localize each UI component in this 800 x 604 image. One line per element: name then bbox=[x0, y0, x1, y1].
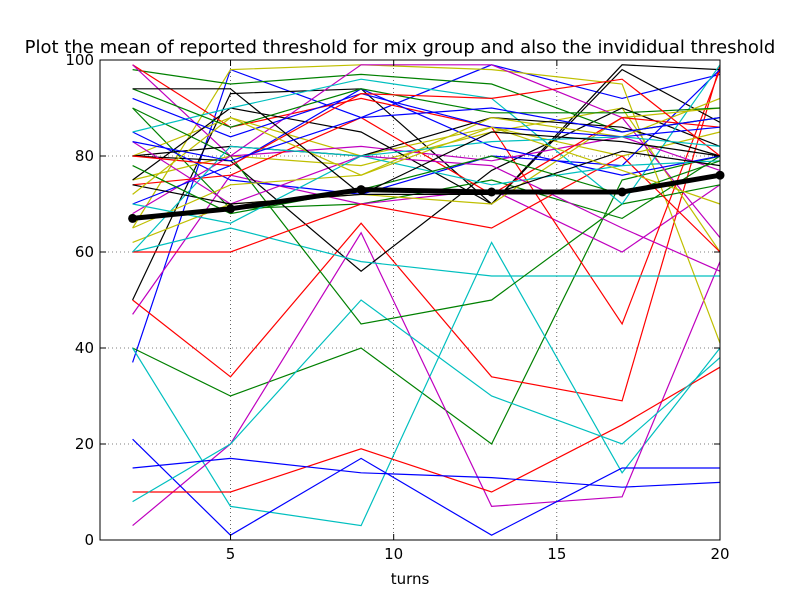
series-line-4 bbox=[132, 241, 721, 527]
series-line-15 bbox=[132, 457, 721, 488]
series-line-33 bbox=[132, 141, 721, 272]
series-line-35 bbox=[132, 150, 721, 205]
mean-point bbox=[617, 187, 627, 197]
series-line-18 bbox=[132, 227, 720, 277]
mean-point bbox=[487, 187, 497, 197]
y-tick-label: 80 bbox=[75, 147, 94, 165]
x-tick-label: 15 bbox=[547, 545, 566, 563]
series-line-20 bbox=[132, 116, 721, 157]
series-line-19 bbox=[132, 64, 721, 238]
series-line-28 bbox=[132, 116, 721, 157]
series-line-25 bbox=[132, 64, 721, 205]
mean-point bbox=[356, 185, 366, 195]
tick-labels: 5 10 15 20 0 20 40 60 80 100 bbox=[65, 51, 729, 563]
series-line-12 bbox=[132, 174, 721, 315]
y-tick-label: 20 bbox=[75, 435, 94, 453]
series-line-39 bbox=[132, 136, 721, 224]
mean-point bbox=[226, 204, 236, 214]
x-tick-label: 5 bbox=[226, 545, 236, 563]
series-line-31 bbox=[132, 116, 721, 196]
x-axis-label: turns bbox=[391, 570, 430, 588]
series-line-11 bbox=[132, 299, 721, 503]
series-line-1 bbox=[132, 64, 721, 363]
series-line-41 bbox=[132, 88, 721, 196]
series-line-14 bbox=[132, 107, 721, 272]
series-line-6 bbox=[132, 64, 721, 344]
mean-line bbox=[132, 172, 721, 221]
y-tick-label: 40 bbox=[75, 339, 94, 357]
axes bbox=[99, 59, 721, 541]
series-line-40 bbox=[132, 116, 721, 205]
series-line-42 bbox=[132, 107, 721, 162]
chart-title: Plot the mean of reported threshold for … bbox=[25, 37, 776, 58]
y-tick-label: 60 bbox=[75, 243, 94, 261]
plot-frame bbox=[99, 59, 721, 541]
series-line-38 bbox=[132, 78, 721, 167]
series-line-21 bbox=[132, 68, 721, 205]
series-line-34 bbox=[132, 97, 721, 229]
series-line-10 bbox=[132, 366, 721, 493]
y-tick-label: 0 bbox=[84, 531, 94, 549]
series-line-26 bbox=[132, 136, 721, 215]
x-tick-label: 20 bbox=[710, 545, 729, 563]
series-lines bbox=[132, 64, 721, 536]
x-tick-label: 10 bbox=[384, 545, 403, 563]
series-line-5 bbox=[132, 231, 721, 527]
series-line-30 bbox=[132, 88, 721, 128]
series-line-8 bbox=[132, 438, 720, 536]
y-tick-label: 100 bbox=[65, 51, 94, 69]
series-line-29 bbox=[132, 88, 721, 205]
series-line-3 bbox=[132, 64, 721, 402]
mean-point bbox=[128, 213, 138, 223]
